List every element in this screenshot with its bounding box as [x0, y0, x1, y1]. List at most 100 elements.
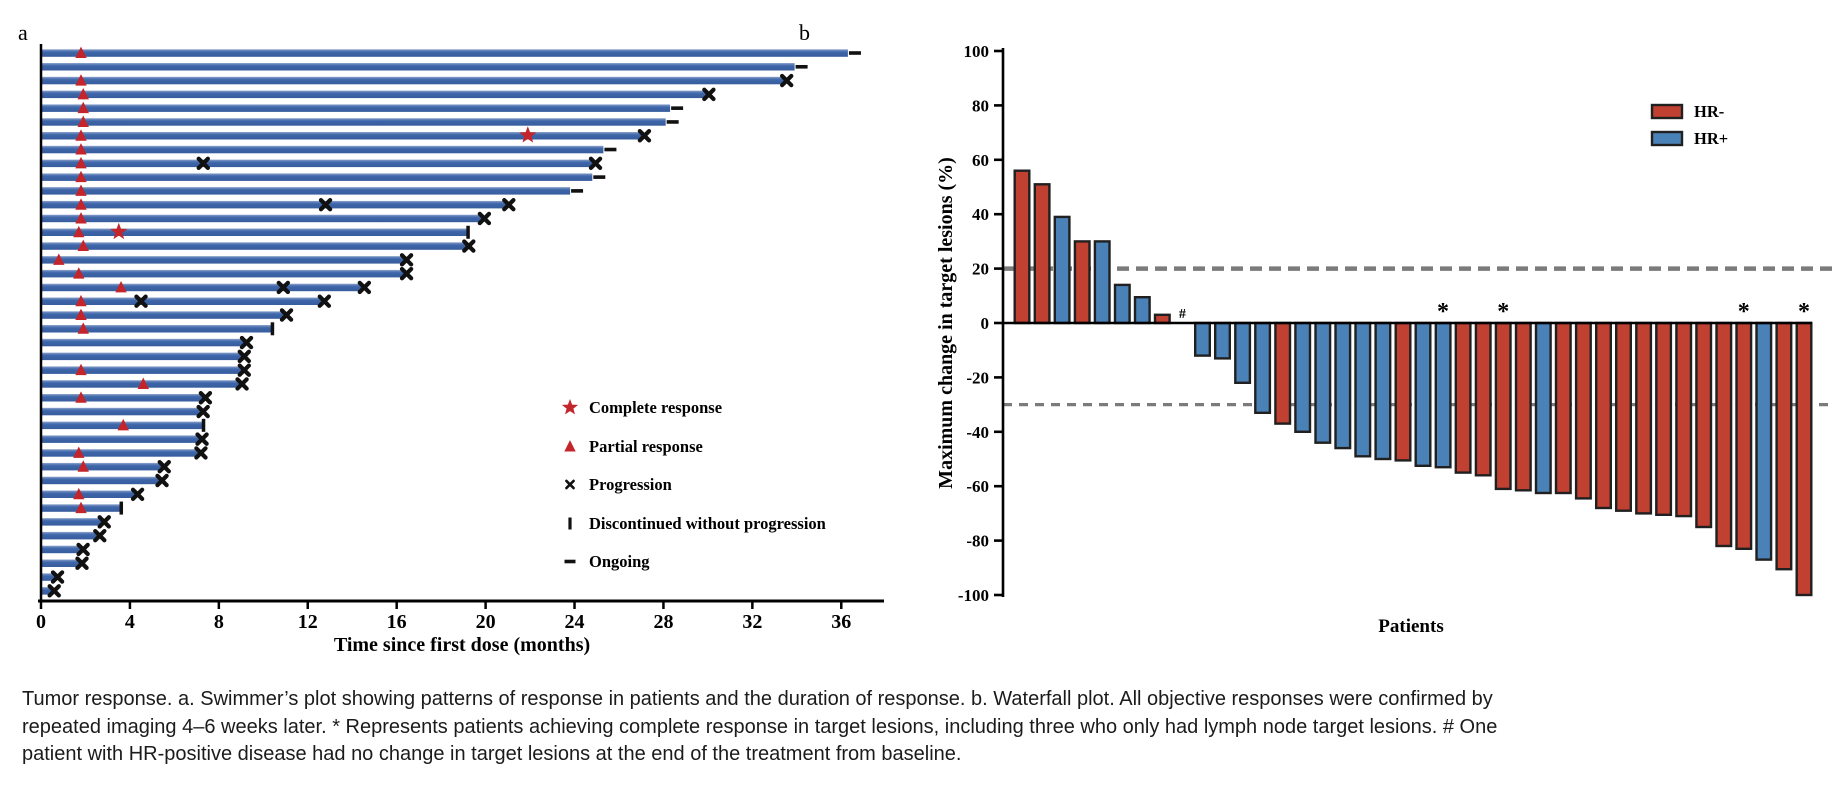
progression-x-icon: [780, 73, 794, 88]
swimmer-bar-row: [42, 101, 684, 114]
progression-x-icon: [565, 479, 575, 490]
ongoing-dash-icon: [795, 64, 808, 69]
swimmer-bar-row: [42, 515, 111, 529]
legend-label: Progression: [589, 475, 672, 494]
waterfall-bar-HR-: [1594, 321, 1612, 510]
legend-label: Partial response: [589, 437, 703, 456]
waterfall-bar-HR+: [1755, 321, 1773, 561]
waterfall-bar-HR+: [1434, 321, 1452, 469]
partial-response-triangle-icon: [53, 253, 65, 265]
x-axis-tick-label: 4: [125, 611, 135, 633]
swimmer-bar: [42, 242, 468, 250]
swimmer-bar-row: [42, 391, 213, 405]
waterfall-bar-HR-: [1675, 321, 1693, 518]
progression-x-icon: [194, 446, 208, 460]
legend-label: HR+: [1694, 129, 1728, 148]
waterfall-bar-HR+: [1234, 321, 1252, 384]
waterfall-bar-HR-: [1274, 321, 1292, 425]
waterfall-bar-HR+: [1334, 321, 1352, 450]
swimmer-bar-row: [42, 184, 584, 196]
swimmer-bar-row: [42, 73, 794, 88]
waterfall-bar-HR-: [1073, 240, 1091, 325]
progression-x-icon: [317, 294, 332, 308]
y-axis-tick-label: 20: [972, 260, 989, 279]
y-axis-title: Maximum change in target lesions (%): [935, 157, 957, 489]
discontinued-bar-icon: [270, 322, 275, 336]
discontinued-bar-icon: [119, 501, 124, 515]
swimmer-bar-row: [42, 222, 470, 240]
x-axis-tick-label: 20: [476, 611, 496, 633]
waterfall-bar-HR+: [1354, 321, 1372, 458]
figure-caption: Tumor response. a. Swimmer’s plot showin…: [22, 688, 1498, 765]
swimmer-bar-row: [42, 377, 249, 391]
waterfall-bar-HR+: [1314, 321, 1332, 444]
swimmer-bar-row: [42, 501, 124, 515]
ongoing-dash-icon: [604, 147, 617, 152]
waterfall-bar-HR-: [1494, 321, 1512, 491]
waterfall-legend: HR- HR+: [1650, 102, 1728, 148]
partial-response-triangle-icon: [75, 501, 87, 514]
panel-a-label: a: [18, 20, 28, 45]
swimmer-bar: [42, 297, 324, 305]
swimmer-bar: [42, 228, 468, 236]
y-axis-tick-label: -40: [966, 423, 989, 442]
swimmer-bar-row: [42, 115, 679, 127]
waterfall-bar-HR+: [1113, 283, 1131, 325]
waterfall-bar-HR-: [1775, 321, 1793, 571]
swimmer-bar: [42, 63, 795, 71]
y-axis-tick-label: 100: [964, 42, 990, 61]
swimmer-bar-row: [42, 460, 171, 474]
progression-x-icon: [357, 280, 372, 295]
partial-response-triangle-icon: [117, 418, 129, 431]
swimmer-bar-row: [42, 570, 65, 584]
progression-x-icon: [237, 363, 251, 377]
partial-response-triangle-icon: [73, 267, 85, 279]
x-axis-tick-label: 0: [36, 611, 46, 633]
partial-response-triangle-icon: [75, 198, 87, 210]
x-axis-title: Patients: [1378, 616, 1443, 637]
swimmer-bar-row: [42, 156, 603, 171]
legend-label: Ongoing: [589, 552, 650, 571]
partial-response-triangle-icon: [115, 281, 127, 293]
waterfall-bar-HR+: [1093, 240, 1111, 325]
legend-label: Complete response: [589, 398, 722, 417]
x-axis-tick-label: 36: [831, 611, 851, 633]
y-axis-tick-label: 60: [972, 151, 989, 170]
progression-x-icon: [97, 515, 111, 529]
legend-swatch-HR-: [1650, 103, 1684, 120]
y-axis-tick-label: -20: [966, 368, 989, 387]
partial-response-triangle-icon: [75, 143, 87, 155]
swimmer-bar-row: [42, 363, 251, 377]
progression-x-icon: [198, 391, 213, 405]
ongoing-dash-icon: [571, 189, 584, 193]
partial-response-triangle-icon: [75, 170, 87, 183]
swimmer-bar: [42, 269, 406, 278]
swimmer-bar-row: [42, 404, 210, 419]
waterfall-bar-HR+: [1133, 296, 1151, 325]
swimmer-bar: [42, 76, 786, 85]
complete-response-asterisk: *: [1497, 299, 1509, 325]
partial-response-triangle-icon: [77, 87, 89, 100]
swimmer-bar-row: [42, 473, 169, 488]
swimmer-bar: [42, 187, 571, 195]
progression-x-icon: [477, 211, 492, 226]
swimmer-bar: [42, 311, 286, 319]
swimmer-bar-row: [42, 432, 209, 446]
swimmer-bar: [42, 462, 164, 471]
progression-x-icon: [399, 266, 414, 281]
swimmer-bar: [42, 449, 200, 457]
panel-b-label: b: [799, 20, 810, 45]
no-change-hash: #: [1179, 307, 1186, 322]
waterfall-bar-HR-: [1735, 321, 1753, 551]
swimmer-bar: [42, 283, 364, 292]
partial-response-triangle-icon: [73, 446, 85, 458]
ongoing-dash-icon: [671, 106, 684, 110]
progression-x-icon: [196, 156, 210, 171]
swimmer-bar-row: [42, 239, 476, 253]
progression-x-icon: [93, 528, 107, 543]
x-axis-tick-label: 24: [565, 611, 585, 633]
swimmer-bar: [42, 407, 203, 416]
discontinued-bar-icon: [568, 517, 572, 530]
swimmer-bar-row: [42, 170, 606, 183]
